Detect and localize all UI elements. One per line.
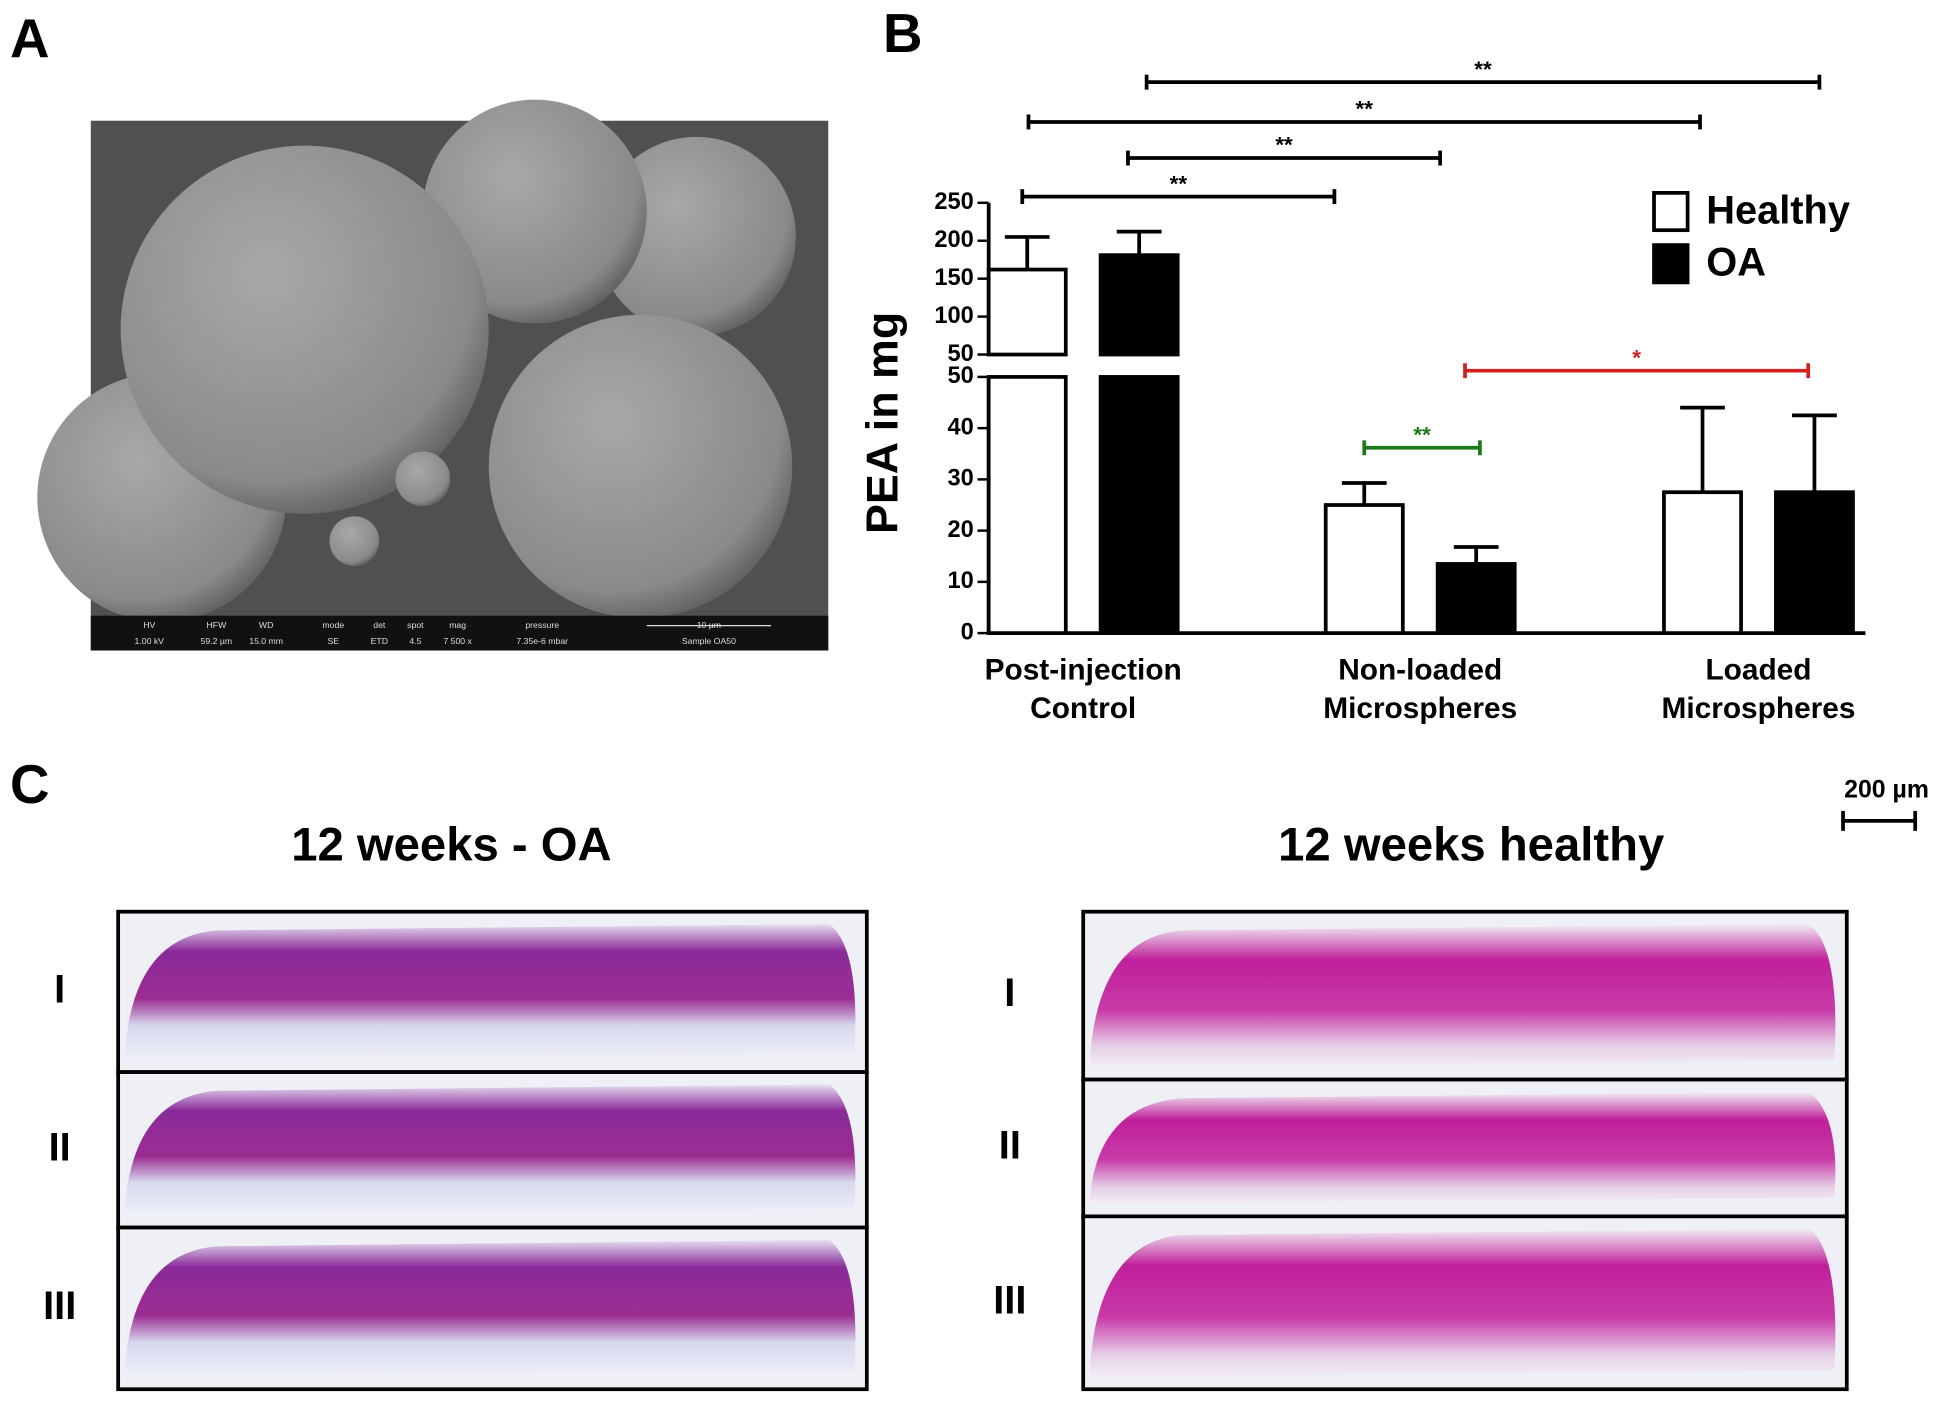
tissue — [1089, 1091, 1836, 1204]
bar — [1774, 490, 1855, 635]
y-tick-label: 30 — [947, 466, 973, 492]
bar — [986, 375, 1068, 635]
tissue — [124, 924, 856, 1060]
sem-info-value: 7.35e-6 mbar — [516, 636, 568, 646]
sem-scale: 10 µm — [697, 620, 721, 630]
y-tick-label: 50 — [947, 363, 973, 389]
panel-label: C — [10, 753, 50, 815]
error-bar — [1004, 235, 1050, 270]
histology-image — [1081, 909, 1849, 1082]
sem-sample: Sample OA50 — [682, 636, 736, 646]
sem-info-label: pressure — [525, 620, 559, 630]
sem-info-value: 7 500 x — [443, 636, 472, 646]
row-label: III — [43, 1284, 76, 1328]
panel-label: A — [10, 7, 50, 69]
histology-image — [1081, 1214, 1849, 1392]
significance-label: ** — [1275, 133, 1293, 158]
row-label: III — [993, 1278, 1026, 1322]
scale-bar-label: 200 µm — [1844, 776, 1929, 804]
scale-bar — [1841, 810, 1918, 831]
significance-bracket — [1126, 150, 1442, 166]
y-tick-label: 250 — [934, 189, 973, 215]
x-tick-label: Post-injection Control — [985, 654, 1182, 726]
row-label: II — [999, 1123, 1021, 1167]
y-tick-label: 0 — [961, 619, 974, 645]
column-title: 12 weeks healthy — [1278, 819, 1665, 872]
y-tick-label: 50 — [947, 341, 973, 367]
sem-info-label: mag — [449, 620, 466, 630]
y-tick-label: 10 — [947, 568, 973, 594]
row-label: I — [54, 967, 65, 1011]
sem-info-label: det — [373, 620, 386, 630]
error-bar — [1453, 545, 1499, 564]
sem-info-value: SE — [327, 636, 339, 646]
error-bar — [1116, 229, 1162, 256]
tissue — [124, 1239, 856, 1377]
sem-info-value: 4.5 — [409, 636, 421, 646]
legend-swatch — [1652, 190, 1690, 233]
significance-bracket — [1026, 114, 1702, 130]
row-label: II — [49, 1125, 71, 1169]
significance-label: ** — [1474, 57, 1492, 82]
significance-label: ** — [1413, 423, 1431, 448]
sem-info-value: 15.0 mm — [249, 636, 283, 646]
sem-info-label: HFW — [206, 620, 227, 630]
bar — [1098, 375, 1180, 635]
x-tick-label: Loaded Microspheres — [1661, 654, 1855, 726]
image-frame — [116, 1225, 869, 1392]
row-label: I — [1004, 971, 1015, 1015]
bar — [1662, 490, 1743, 635]
sem-info-label: HV — [143, 620, 155, 630]
histology-image — [116, 1225, 869, 1392]
x-tick-label: Non-loaded Microspheres — [1323, 654, 1517, 726]
error-bar — [1792, 413, 1837, 493]
bar — [1323, 503, 1405, 635]
tissue — [1089, 924, 1836, 1068]
error-bar — [1341, 481, 1387, 506]
significance-bracket — [1463, 363, 1811, 379]
y-tick-label: 20 — [947, 517, 973, 543]
tissue — [1089, 1228, 1836, 1377]
sem-info-label: mode — [322, 620, 344, 630]
column-title: 12 weeks - OA — [291, 819, 611, 872]
significance-bracket — [1020, 189, 1337, 205]
tissue — [124, 1084, 856, 1216]
sem-info-value: 59.2 µm — [201, 636, 233, 646]
histology-image — [116, 909, 869, 1074]
panel-label: B — [883, 2, 923, 64]
significance-label: ** — [1170, 171, 1188, 196]
sem-image — [37, 99, 829, 651]
legend-label: Healthy — [1706, 188, 1850, 232]
histology-image — [116, 1070, 869, 1230]
legend-swatch — [1652, 243, 1690, 285]
bar — [986, 267, 1068, 357]
y-axis-label: PEA in mg — [857, 312, 907, 534]
significance-bracket — [1144, 74, 1822, 90]
histology-image — [1081, 1077, 1849, 1219]
significance-label: * — [1632, 345, 1641, 370]
bar — [1435, 562, 1517, 635]
sem-info-label: WD — [259, 620, 273, 630]
y-tick-label: 150 — [934, 265, 973, 291]
significance-bracket — [1362, 440, 1482, 456]
image-frame — [1081, 1214, 1849, 1392]
y-tick-label: 200 — [934, 227, 973, 253]
significance-label: ** — [1356, 97, 1374, 122]
bar — [1098, 253, 1180, 357]
sem-info-value: ETD — [371, 636, 388, 646]
sem-info-value: 1.00 kV — [135, 636, 165, 646]
y-tick-label: 40 — [947, 414, 973, 440]
error-bar — [1680, 405, 1725, 493]
legend-label: OA — [1706, 241, 1766, 285]
y-tick-label: 100 — [934, 303, 973, 329]
sem-info-label: spot — [407, 620, 424, 630]
